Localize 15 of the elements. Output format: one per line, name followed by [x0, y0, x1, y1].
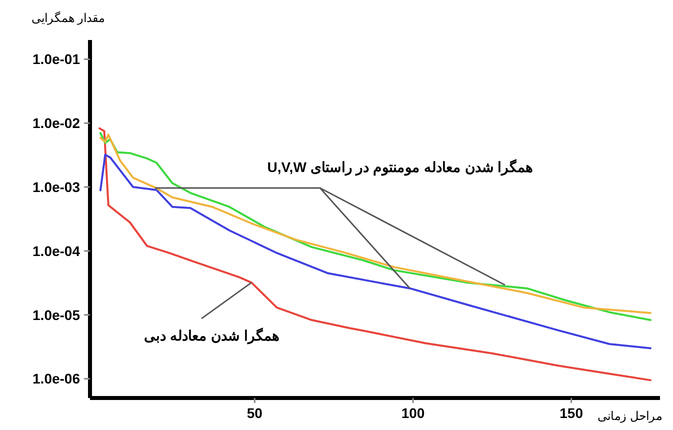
annotation: همگرا شدن معادله دبی: [144, 328, 279, 345]
annotation: همگرا شدن معادله مومنتوم در راستای U,V,W: [267, 159, 533, 176]
x-tick-label: 50: [246, 405, 263, 421]
y-tick-label: 1.0e-04: [32, 242, 80, 259]
y-tick-label: 1.0e-05: [32, 306, 80, 323]
x-axis-title: مراحل زمانی: [598, 409, 662, 423]
x-tick-label: 150: [560, 405, 584, 421]
line-series: [98, 127, 652, 382]
y-axis-title: مقدار همگرایی: [31, 11, 105, 25]
x-tick-label: 100: [401, 405, 425, 421]
y-tick-label: 1.0e-02: [32, 115, 80, 132]
y-tick-label: 1.0e-03: [32, 178, 80, 195]
y-tick-label: 1.0e-06: [32, 370, 80, 387]
line-series: [99, 154, 652, 350]
y-tick-label: 1.0e-01: [32, 51, 80, 68]
